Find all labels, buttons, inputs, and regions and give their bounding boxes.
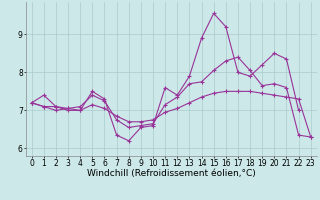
X-axis label: Windchill (Refroidissement éolien,°C): Windchill (Refroidissement éolien,°C) [87, 169, 256, 178]
